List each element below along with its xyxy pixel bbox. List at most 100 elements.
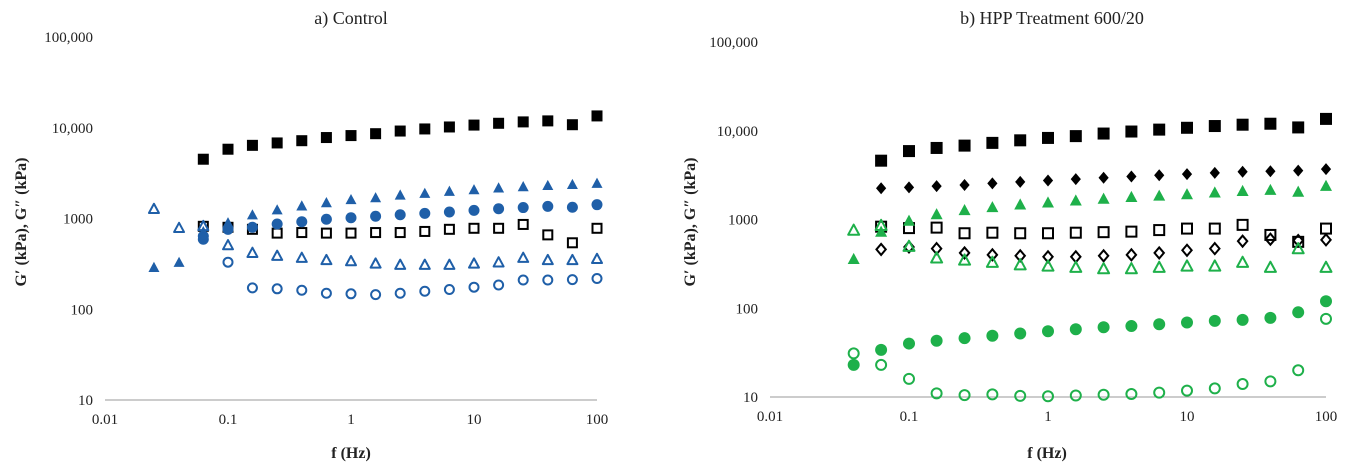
y-tick-label: 100 (71, 302, 94, 318)
data-point-square-open (394, 227, 406, 239)
data-point-square-filled (468, 119, 480, 131)
data-point-circle-open (517, 274, 529, 286)
x-tick-label: 0.01 (92, 412, 118, 428)
data-point-triangle-filled (566, 178, 578, 190)
data-point-square-open (1264, 228, 1277, 241)
data-point-square-filled (1320, 112, 1332, 125)
data-point-triangle-filled (986, 201, 999, 213)
data-point-square-filled (246, 139, 258, 151)
chart-control: a) Control G′ (kPa), G″ (kPa) f (Hz) 0.0… (13, 8, 608, 462)
data-point-triangle-open (418, 258, 431, 270)
data-point-triangle-open (468, 257, 480, 269)
data-point-triangle-open (1013, 258, 1027, 271)
data-point-diamond-open (1153, 245, 1166, 260)
x-axis-label: f (Hz) (1027, 445, 1067, 462)
data-point-square-open (591, 222, 603, 234)
data-point-diamond-filled (987, 177, 998, 190)
data-point-triangle-open (1319, 260, 1333, 273)
chart-title: b) HPP Treatment 600/20 (960, 8, 1144, 29)
data-point-diamond-open (1264, 232, 1277, 247)
y-tick-label: 100,000 (44, 30, 93, 46)
data-point-circle-open (271, 283, 283, 295)
data-point-square-filled (1153, 123, 1166, 136)
data-point-triangle-filled (1125, 190, 1138, 202)
data-point-circle-open (1042, 390, 1054, 403)
data-point-triangle-filled (903, 214, 915, 226)
data-point-circle-filled (517, 202, 529, 214)
data-point-circle-open (222, 256, 234, 268)
data-point-square-filled (1042, 131, 1054, 144)
data-point-triangle-open (874, 218, 888, 231)
data-point-diamond-filled (1098, 171, 1109, 184)
data-point-square-filled (1125, 125, 1138, 138)
data-point-circle-open (443, 284, 455, 296)
data-point-triangle-filled (1264, 183, 1277, 195)
data-point-diamond-filled (1126, 170, 1137, 183)
data-point-diamond-filled (1265, 165, 1276, 178)
y-tick-label: 100,000 (709, 35, 758, 51)
data-point-circle-filled (468, 204, 480, 216)
data-point-circle-filled (1181, 316, 1193, 329)
data-point-square-open (930, 221, 943, 234)
data-point-circle-filled (345, 212, 357, 224)
data-point-square-open (296, 227, 308, 239)
data-point-circle-open (1320, 312, 1332, 325)
data-point-circle-open (986, 388, 999, 401)
data-point-diamond-filled (1237, 165, 1248, 178)
data-point-circle-open (566, 274, 578, 286)
data-point-square-open (271, 227, 283, 239)
data-point-triangle-open (985, 255, 999, 268)
data-point-triangle-open (541, 253, 554, 266)
data-point-circle-open (542, 274, 554, 286)
data-point-square-filled (197, 153, 209, 165)
data-point-circle-filled (271, 218, 283, 230)
data-point-triangle-open (295, 251, 308, 263)
data-point-circle-open (903, 372, 915, 385)
data-point-square-filled (394, 125, 406, 137)
data-point-circle-open (875, 358, 888, 371)
data-point-triangle-filled (419, 187, 431, 198)
data-point-triangle-open (847, 223, 861, 236)
data-point-triangle-open (958, 253, 972, 266)
data-point-triangle-open (369, 257, 382, 269)
data-point-diamond-filled (1015, 175, 1026, 188)
data-point-square-open (986, 226, 999, 239)
data-point-circle-open (1208, 382, 1221, 395)
data-point-diamond-filled (903, 181, 915, 194)
data-point-square-filled (419, 123, 431, 135)
data-point-square-filled (517, 116, 529, 128)
data-point-triangle-open (394, 258, 407, 270)
data-point-square-filled (1236, 118, 1249, 131)
data-point-circle-filled (1125, 320, 1138, 333)
data-point-square-filled (296, 135, 308, 147)
data-point-square-filled (320, 132, 332, 144)
data-point-circle-filled (930, 334, 943, 347)
data-point-triangle-open (1069, 260, 1083, 273)
y-axis-label: G′ (kPa), G″ (kPa) (682, 158, 699, 287)
y-tick-label: 10,000 (52, 121, 93, 137)
data-point-circle-filled (1292, 306, 1305, 319)
data-point-circle-filled (566, 201, 578, 213)
data-point-triangle-open (930, 251, 944, 264)
data-point-circle-open (1264, 375, 1277, 388)
data-point-square-filled (1208, 120, 1221, 133)
plot-area (847, 112, 1333, 403)
data-point-triangle-filled (320, 197, 332, 208)
data-point-square-filled (903, 145, 915, 158)
data-point-circle-open (345, 288, 357, 300)
data-point-square-filled (875, 154, 888, 167)
data-point-circle-open (419, 285, 431, 297)
data-point-square-open (1014, 227, 1027, 240)
y-tick-label: 100 (736, 301, 759, 317)
data-point-triangle-open (492, 256, 505, 268)
data-point-circle-open (1069, 389, 1082, 402)
chart-title: a) Control (314, 8, 388, 29)
data-point-triangle-open (197, 219, 210, 232)
data-point-diamond-filled (1042, 174, 1054, 187)
data-point-triangle-filled (1320, 179, 1332, 191)
data-point-circle-filled (320, 213, 332, 225)
data-point-triangle-filled (468, 184, 480, 195)
data-point-triangle-filled (1208, 186, 1221, 198)
x-axis-label: f (Hz) (331, 445, 371, 462)
data-point-square-open (419, 225, 431, 237)
